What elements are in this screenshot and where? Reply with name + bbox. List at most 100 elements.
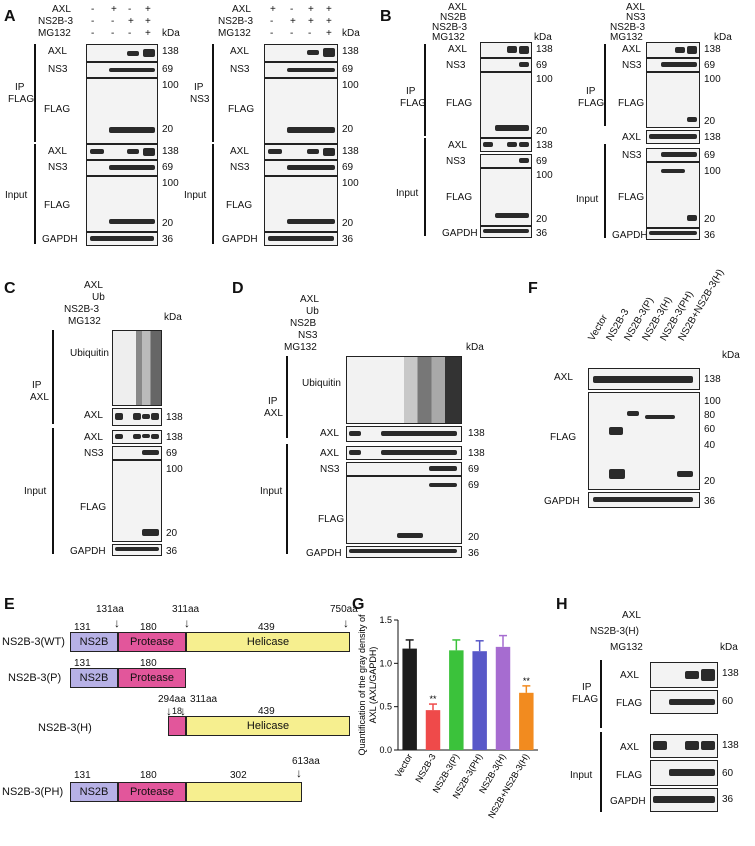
sign: -: [290, 28, 294, 39]
sign: -: [111, 16, 115, 27]
y-tick-label: 0.0: [379, 745, 392, 755]
treat: AXL: [622, 610, 641, 621]
input-label: Input: [396, 188, 419, 199]
ip-label: IP: [194, 82, 204, 93]
mw: 20: [166, 528, 178, 539]
x-tick-label: Vector: [393, 752, 414, 779]
input-label: Input: [24, 486, 47, 497]
blot-input-ns3: [86, 160, 158, 176]
blot: [346, 476, 462, 544]
row: AXL: [622, 44, 641, 55]
row: FLAG: [318, 514, 345, 525]
blot-flag: [264, 78, 338, 144]
blot: [480, 42, 532, 58]
sign: +: [326, 4, 332, 15]
mw: 60: [704, 424, 716, 435]
sign: -: [91, 28, 95, 39]
sign: +: [326, 16, 332, 27]
blot: [112, 408, 162, 426]
ip-antibody: AXL: [30, 392, 49, 403]
input-label: Input: [5, 190, 28, 201]
arrow-down-icon: ↓: [296, 766, 302, 780]
treat-ns2b3: NS2B-3: [38, 16, 74, 27]
blot-gapdh: [264, 232, 338, 246]
treat: Ub: [306, 306, 319, 317]
kda-label: kDa: [162, 28, 180, 39]
treat-axl: AXL: [232, 4, 251, 15]
treat: MG132: [610, 32, 643, 43]
mw: 20: [704, 214, 716, 225]
ip-bracket: [600, 660, 602, 728]
arrow-down-icon: ↓: [114, 616, 120, 630]
pos-label: 294aa: [158, 694, 186, 705]
kda-label: kDa: [164, 312, 182, 323]
sign: +: [290, 16, 296, 27]
blot: [646, 42, 700, 58]
ip-antibody: NS3: [190, 94, 210, 105]
row: GAPDH: [70, 546, 106, 557]
mw: 100: [166, 464, 183, 475]
construct-name: NS2B-3(WT): [2, 636, 65, 648]
row-axl: AXL: [48, 146, 67, 157]
blot: [112, 460, 162, 542]
mw: 20: [468, 532, 480, 543]
domain-ns2b: NS2B: [70, 632, 118, 652]
sign: +: [145, 16, 151, 27]
domain-ns2b: NS2B: [70, 782, 118, 802]
mw: 36: [342, 234, 354, 245]
treat: NS2B-3: [610, 22, 646, 33]
row: FLAG: [550, 432, 577, 443]
ip-antibody: FLAG: [8, 94, 35, 105]
mw: 138: [166, 412, 183, 423]
treat: Ub: [92, 292, 105, 303]
blot-flag: [86, 78, 158, 144]
x-tick-label: NS2B-3: [413, 752, 437, 784]
bar: [402, 648, 417, 750]
blot: [480, 226, 532, 238]
row: FLAG: [616, 698, 643, 709]
row: GAPDH: [612, 230, 648, 241]
treat: MG132: [432, 32, 465, 43]
mw: 36: [704, 230, 716, 241]
row: AXL: [320, 428, 339, 439]
sign: -: [270, 28, 274, 39]
row: FLAG: [616, 770, 643, 781]
row: NS3: [446, 60, 466, 71]
mw: 36: [468, 548, 480, 559]
mw: 69: [468, 464, 480, 475]
mw: 20: [342, 124, 354, 135]
row: AXL: [620, 670, 639, 681]
row: FLAG: [80, 502, 107, 513]
mw: 138: [342, 46, 359, 57]
ip-label: IP: [582, 682, 592, 693]
sign: +: [145, 28, 151, 39]
kda-label: kDa: [722, 350, 740, 361]
row-flag: FLAG: [226, 200, 253, 211]
row: NS3: [622, 60, 642, 71]
len-label: 131: [74, 770, 91, 781]
mw: 138: [704, 132, 721, 143]
blot-input-flag: [264, 176, 338, 232]
panel-label-a: A: [4, 8, 16, 25]
mw: 36: [162, 234, 174, 245]
len-label: 439: [258, 622, 275, 633]
input-bracket: [424, 138, 426, 236]
bar: [472, 651, 487, 750]
row-flag: FLAG: [44, 200, 71, 211]
input-bracket: [212, 144, 214, 244]
blot: [346, 546, 462, 558]
row-ubiquitin: Ubiquitin: [302, 378, 341, 389]
row-flag: FLAG: [228, 104, 255, 115]
y-tick-label: 0.5: [379, 702, 392, 712]
construct-name: NS2B-3(PH): [2, 786, 64, 798]
significance-label: **: [429, 694, 437, 704]
blot: [112, 544, 162, 556]
mw: 69: [162, 64, 174, 75]
ip-bracket: [604, 44, 606, 126]
sign: +: [111, 4, 117, 15]
treat: NS2B: [290, 318, 317, 329]
input-bracket: [600, 732, 602, 812]
domain-protease: Protease: [118, 632, 186, 652]
mw: 100: [162, 178, 179, 189]
row: AXL: [620, 742, 639, 753]
